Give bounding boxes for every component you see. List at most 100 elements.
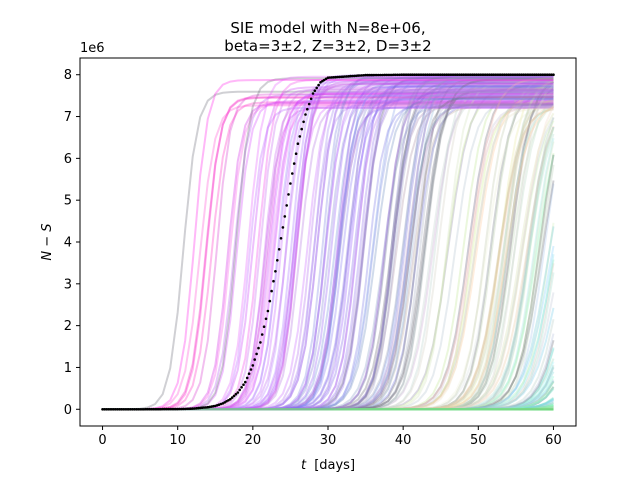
mean-series-point: [270, 289, 273, 293]
mean-series-point: [152, 407, 155, 411]
mean-series-point: [101, 408, 104, 411]
mean-series-point: [251, 364, 255, 367]
x-tick-label: 30: [320, 433, 337, 448]
mean-series-point: [287, 193, 290, 196]
mean-series-point: [503, 73, 506, 76]
mean-series-point: [505, 73, 508, 76]
mean-series-point: [535, 73, 538, 76]
mean-series-point: [244, 380, 247, 384]
mean-series-point: [548, 73, 551, 76]
mean-series-point: [490, 73, 493, 76]
mean-series-point: [398, 73, 401, 77]
mean-series-point: [527, 73, 531, 76]
mean-series-point: [114, 408, 117, 411]
mean-series-point: [189, 407, 193, 411]
mean-series-point: [142, 408, 146, 411]
mean-series-point: [245, 376, 249, 380]
mean-series-point: [302, 120, 305, 124]
mean-series-point: [167, 407, 170, 411]
mean-series-point: [157, 407, 161, 411]
mean-series-point: [153, 407, 157, 411]
mean-series-point: [336, 75, 339, 79]
mean-series-point: [514, 73, 518, 76]
chart-title-line-1: SIE model with N=8e+06,: [230, 19, 425, 37]
mean-series-point: [537, 73, 540, 76]
mean-series-point: [112, 408, 116, 411]
mean-series-point: [326, 76, 330, 79]
mean-series-point: [309, 97, 313, 101]
mean-series-point: [377, 73, 381, 77]
mean-series-point: [165, 407, 168, 411]
mean-series-point: [360, 74, 364, 77]
mean-series-point: [431, 73, 435, 76]
mean-series-point: [232, 394, 236, 398]
mean-series-point: [540, 73, 544, 76]
mean-series-point: [291, 172, 294, 175]
mean-series-point: [313, 89, 317, 92]
mean-series-point: [230, 396, 234, 399]
mean-series-point: [281, 226, 285, 229]
mean-series-point: [163, 407, 166, 411]
chart-title-line-2: beta=3±2, Z=3±2, D=3±2: [224, 37, 431, 55]
mean-series-point: [334, 75, 337, 79]
mean-series-point: [259, 341, 262, 344]
mean-series-point: [426, 73, 429, 76]
mean-series-point: [307, 102, 311, 106]
y-tick-label: 3: [64, 277, 72, 292]
mean-series-point: [183, 407, 187, 411]
mean-series-point: [400, 73, 403, 76]
y-tick-label: 7: [64, 110, 72, 125]
mean-series-point: [324, 77, 328, 81]
mean-series-point: [110, 408, 114, 411]
ensemble-line: [102, 96, 554, 411]
mean-series-point: [358, 74, 362, 77]
x-tick-label: 20: [245, 433, 262, 448]
mean-series-point: [242, 383, 245, 387]
mean-series-point: [422, 73, 426, 76]
y-tick-label: 4: [64, 236, 72, 251]
mean-series-point: [172, 407, 176, 411]
x-axis-label-variable: t: [301, 458, 307, 473]
mean-series-point: [407, 73, 411, 76]
mean-series-point: [272, 279, 275, 283]
mean-series-point: [405, 73, 409, 76]
mean-series-point: [116, 408, 119, 411]
mean-series-point: [531, 73, 535, 76]
mean-series-point: [236, 391, 240, 394]
mean-series-point: [294, 152, 298, 155]
mean-series-point: [185, 407, 189, 411]
mean-series-point: [131, 408, 134, 411]
mean-series-point: [390, 73, 394, 77]
mean-series-point: [366, 73, 369, 77]
mean-series-point: [473, 73, 476, 76]
mean-series-point: [524, 73, 527, 76]
mean-series-point: [319, 81, 322, 84]
mean-series-point: [296, 142, 300, 145]
mean-series-point: [364, 73, 367, 77]
ensemble-line: [102, 79, 554, 411]
mean-series-point: [441, 73, 444, 76]
mean-series-point: [345, 75, 349, 78]
mean-series-point: [552, 73, 555, 76]
mean-series-point: [388, 73, 392, 77]
mean-series-point: [383, 73, 386, 77]
mean-series-point: [159, 407, 163, 411]
mean-series-point: [292, 162, 296, 165]
mean-series-point: [433, 73, 437, 76]
mean-series-point: [493, 73, 497, 76]
mean-series-point: [191, 407, 194, 410]
mean-series-point: [277, 248, 281, 251]
mean-series-point: [497, 73, 501, 76]
mean-series-point: [285, 204, 289, 207]
mean-series-point: [488, 73, 491, 76]
x-axis-label-unit: [days]: [314, 458, 355, 473]
mean-series-point: [542, 73, 546, 76]
mean-series-point: [306, 107, 309, 111]
mean-series-point: [415, 73, 418, 76]
mean-series-point: [283, 215, 287, 218]
mean-series-point: [369, 73, 373, 77]
mean-series-point: [469, 73, 473, 76]
y-tick-label: 0: [64, 403, 72, 418]
mean-series-point: [445, 73, 448, 76]
